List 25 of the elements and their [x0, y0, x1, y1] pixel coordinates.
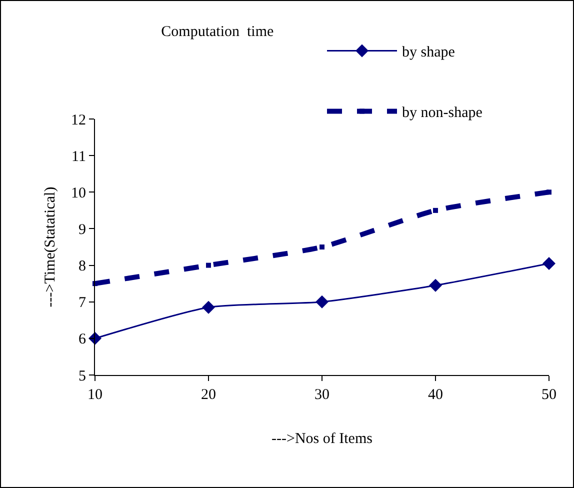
- point: [320, 244, 324, 250]
- x-tick-label: 40: [428, 387, 443, 403]
- point: [546, 190, 552, 195]
- point: [542, 256, 556, 270]
- point: [202, 300, 215, 314]
- legend-label: by non-shape: [402, 105, 483, 122]
- x-tick-label: 20: [201, 387, 216, 403]
- x-tick-label: 30: [314, 387, 330, 403]
- y-tick-label: 8: [78, 258, 86, 275]
- x-axis-title: --->Nos of Items: [272, 431, 373, 447]
- y-tick-label: 7: [78, 295, 86, 312]
- y-tick-label: 12: [71, 112, 86, 128]
- y-tick-label: 11: [72, 148, 86, 165]
- y-tick-label: 6: [78, 332, 86, 348]
- point: [316, 295, 328, 308]
- point: [433, 208, 438, 213]
- point: [206, 262, 211, 268]
- y-axis-title: --->Time(Statatical): [42, 186, 58, 308]
- y-tick-label: 5: [78, 368, 86, 384]
- y-tick-label: 9: [78, 222, 86, 238]
- chart-title: Computation time: [161, 24, 274, 40]
- y-tick-label: 10: [71, 185, 86, 202]
- point: [429, 278, 442, 292]
- x-tick-label: 50: [542, 387, 556, 403]
- legend-label: by shape: [402, 44, 456, 61]
